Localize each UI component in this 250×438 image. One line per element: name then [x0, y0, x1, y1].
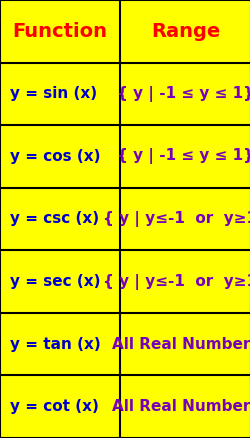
Text: { y | y≤-1  or  y≥1}: { y | y≤-1 or y≥1}	[103, 274, 250, 290]
Text: y = sec (x): y = sec (x)	[10, 274, 100, 289]
Text: Function: Function	[12, 22, 107, 41]
Text: y = cos (x): y = cos (x)	[10, 149, 100, 164]
Text: { y | -1 ≤ y ≤ 1}: { y | -1 ≤ y ≤ 1}	[116, 86, 250, 102]
Text: { y | -1 ≤ y ≤ 1}: { y | -1 ≤ y ≤ 1}	[116, 148, 250, 164]
Text: All Real Numbers: All Real Numbers	[111, 399, 250, 414]
Text: { y | y≤-1  or  y≥1}: { y | y≤-1 or y≥1}	[103, 211, 250, 227]
Text: All Real Numbers: All Real Numbers	[111, 337, 250, 352]
Text: y = sin (x): y = sin (x)	[10, 86, 97, 101]
Text: Range: Range	[150, 22, 219, 41]
Text: y = cot (x): y = cot (x)	[10, 399, 99, 414]
Text: y = csc (x): y = csc (x)	[10, 212, 99, 226]
Text: y = tan (x): y = tan (x)	[10, 337, 101, 352]
